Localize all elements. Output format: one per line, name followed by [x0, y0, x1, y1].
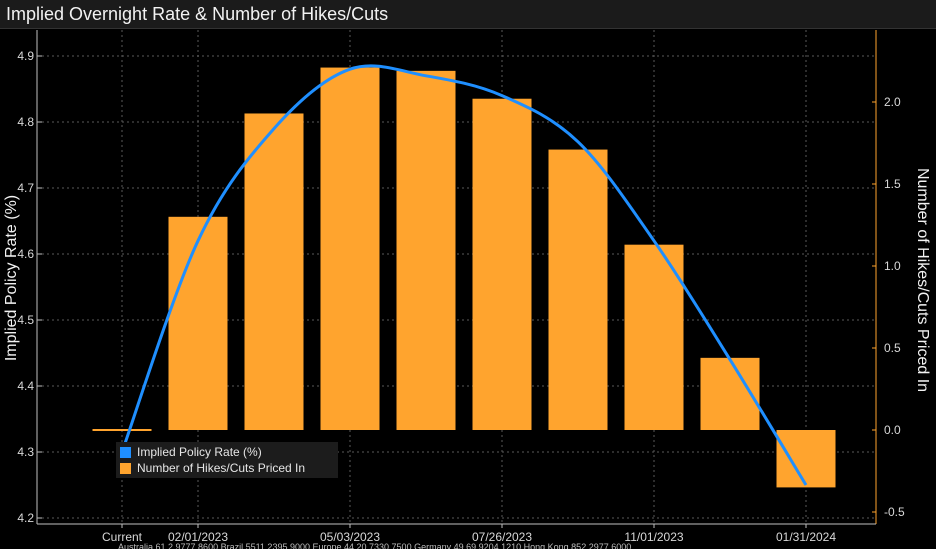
- y-tick-label-left: 4.7: [17, 181, 34, 195]
- y-tick-label-left: 4.5: [17, 313, 34, 327]
- x-tick-label: 01/31/2024: [776, 530, 836, 544]
- legend-label-line: Implied Policy Rate (%): [137, 445, 262, 459]
- y-tick-label-left: 4.8: [17, 115, 34, 129]
- chart-title: Implied Overnight Rate & Number of Hikes…: [6, 4, 389, 24]
- line-implied-rate: [120, 64, 808, 486]
- bar: [624, 244, 684, 430]
- y-tick-label-right: 0.5: [884, 341, 901, 355]
- y-tick-label-left: 4.9: [17, 49, 34, 63]
- bar: [776, 430, 836, 488]
- line-series: [120, 64, 808, 486]
- legend-swatch-line: [120, 446, 131, 458]
- x-tick-label: 05/03/2023: [320, 530, 380, 544]
- footer-contact-text: Australia 61 2 9777 8600 Brazil 5511 239…: [118, 542, 632, 549]
- y-tick-label-right: 0.0: [884, 423, 901, 437]
- y-tick-label-right: -0.5: [884, 505, 905, 519]
- x-tick-label: 02/01/2023: [168, 530, 228, 544]
- y-axis-title-left: Implied Policy Rate (%): [3, 195, 20, 361]
- title-bar: Implied Overnight Rate & Number of Hikes…: [0, 0, 936, 29]
- y-tick-label-right: 2.0: [884, 95, 901, 109]
- bar: [168, 216, 228, 430]
- bar: [472, 98, 532, 430]
- y-tick-label-left: 4.6: [17, 247, 34, 261]
- axes: 4.2 4.3 4.4 4.5 4.6 4.7 4.8 4.9 -0.5 0.0 0.5 1.0 1.5…: [17, 30, 905, 544]
- legend-label-bars: Number of Hikes/Cuts Priced In: [137, 461, 306, 475]
- legend-swatch-bars: [120, 462, 131, 474]
- legend-item-bars: Number of Hikes/Cuts Priced In: [120, 460, 305, 476]
- y-tick-label-left: 4.2: [17, 511, 34, 525]
- x-tick-label: Current: [102, 530, 143, 544]
- x-tick-label: 07/26/2023: [472, 530, 532, 544]
- y-tick-label-right: 1.0: [884, 259, 901, 273]
- legend: Implied Policy Rate (%) Number of Hikes/…: [116, 442, 338, 478]
- y-axis-title-right: Number of Hikes/Cuts Priced In: [914, 168, 931, 392]
- y-tick-label-left: 4.4: [17, 379, 34, 393]
- bar: [396, 70, 456, 430]
- bar: [548, 149, 608, 430]
- bar: [244, 113, 304, 430]
- bar: [320, 67, 380, 430]
- bar: [92, 429, 152, 431]
- y-tick-label-left: 4.3: [17, 445, 34, 459]
- bar-series: [92, 67, 836, 488]
- x-tick-label: 11/01/2023: [624, 530, 683, 544]
- y-tick-label-right: 1.5: [884, 177, 901, 191]
- legend-item-line: Implied Policy Rate (%): [120, 444, 262, 460]
